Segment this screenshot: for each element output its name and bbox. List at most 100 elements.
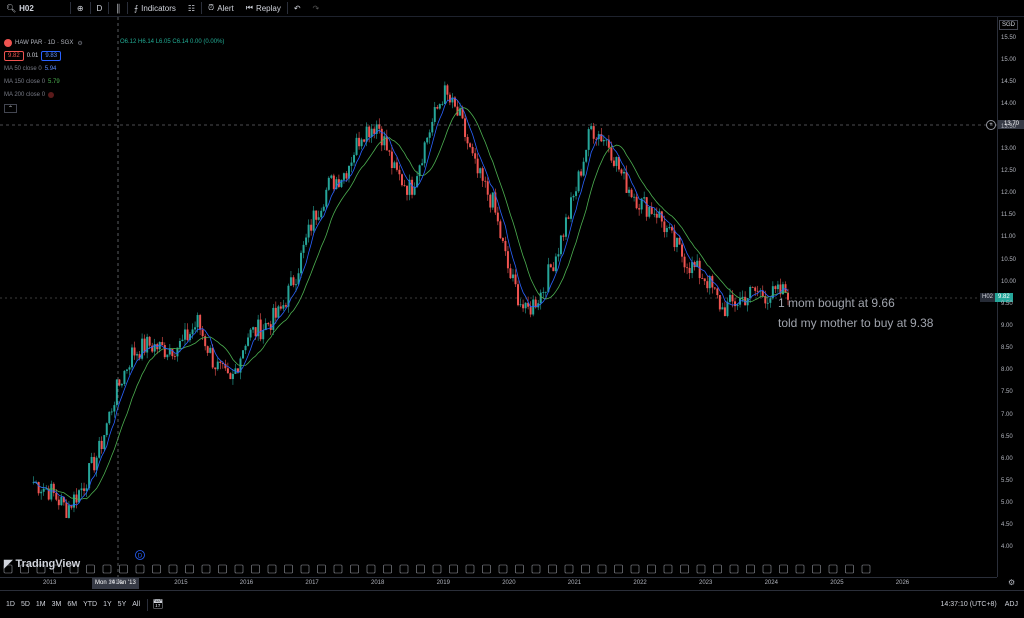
templates-button[interactable]: ☷	[182, 0, 201, 16]
candle-body	[279, 306, 282, 309]
buy-price-badge[interactable]: 9.83	[41, 51, 62, 61]
range-button-all[interactable]: All	[132, 601, 141, 608]
time-tick-label: 2022	[633, 580, 647, 586]
candle-body	[244, 345, 247, 351]
undo-button[interactable]: ↶	[288, 0, 307, 16]
candles-layer	[32, 81, 789, 519]
candle-body	[287, 285, 290, 307]
candle-body	[413, 186, 416, 195]
candle-body	[547, 264, 550, 292]
range-button-1d[interactable]: 1D	[6, 601, 15, 608]
candle-body	[673, 230, 676, 248]
alert-button[interactable]: ⏰︎ Alert	[202, 0, 240, 16]
candle-body	[221, 362, 224, 364]
clock-time[interactable]: 14:37:10 (UTC+8)	[940, 601, 997, 608]
candle-body	[247, 337, 250, 346]
range-button-6m[interactable]: 6M	[67, 601, 78, 608]
bottom-toolbar: 1D 5D 1M 3M 6M YTD 1Y 5Y All 📅︎ 14:37:10 (UTC+8)…	[0, 590, 1024, 618]
candle-body	[257, 319, 260, 337]
chart-type-button[interactable]: ║	[109, 0, 127, 16]
ma200-label[interactable]: MA 200 close 0	[4, 92, 46, 98]
range-button-5d[interactable]: 5D	[20, 601, 30, 608]
price-tick-label: 7.50	[1001, 389, 1013, 396]
ma50-line	[33, 97, 789, 507]
price-tick-label: 5.00	[1001, 500, 1013, 507]
price-chart[interactable]: D	[0, 17, 997, 577]
candle-body	[224, 363, 227, 369]
price-tick-label: 12.00	[1001, 190, 1017, 197]
time-tick-label: 2024	[764, 580, 778, 586]
earnings-marker	[680, 564, 689, 574]
price-tick-label: 8.00	[1001, 367, 1013, 374]
candle-body	[519, 304, 522, 306]
candle-body	[602, 139, 605, 142]
chart-pane[interactable]: D HAW PAR · 1D · SGX ⚙ 9.82 0.01 9.83 MA…	[0, 17, 997, 577]
symbol-search[interactable]: 🔍︎ H02	[0, 0, 40, 16]
earnings-marker	[168, 564, 178, 574]
legend-settings-icon[interactable]: ⚙	[77, 40, 83, 47]
candle-body	[211, 347, 214, 368]
earnings-marker	[218, 564, 227, 574]
candle-body	[383, 136, 386, 146]
earnings-marker	[498, 564, 508, 574]
replay-icon: ⏮︎	[245, 3, 253, 12]
candle-body	[75, 494, 78, 503]
candle-body	[446, 85, 449, 95]
candle-body	[57, 499, 60, 506]
candle-body	[176, 347, 179, 357]
candle-body	[532, 299, 535, 315]
range-button-1m[interactable]: 1M	[35, 601, 46, 608]
candle-body	[686, 267, 689, 269]
candle-body	[158, 342, 161, 350]
sell-price-badge[interactable]: 9.82	[4, 51, 24, 61]
redo-button[interactable]: ↷	[307, 0, 326, 16]
ma200-hidden-icon[interactable]	[48, 92, 55, 98]
range-button-1y[interactable]: 1Y	[103, 601, 112, 608]
range-button-ytd[interactable]: YTD	[83, 601, 98, 608]
range-button-5y[interactable]: 5Y	[117, 601, 127, 608]
date-range-icon[interactable]: 📅︎	[152, 599, 164, 609]
ma150-value: 5.79	[48, 79, 60, 85]
adjust-button[interactable]: ADJ	[1004, 601, 1018, 608]
price-axis[interactable]: SGD 13.70 H02 9.82 + 15.50 15.00 14.50 14.0…	[980, 17, 1024, 577]
annotation-line-1[interactable]: 1 mom bought at 9.66	[778, 296, 895, 310]
candle-body	[305, 237, 308, 245]
candle-body	[317, 217, 320, 220]
candle-body	[151, 345, 154, 352]
ma50-label[interactable]: MA 50 close 0	[4, 66, 42, 72]
price-tick-label: 8.50	[1001, 345, 1013, 352]
ma150-label[interactable]: MA 150 close 0	[4, 79, 46, 85]
earnings-marker	[185, 564, 194, 574]
currency-button[interactable]: SGD	[999, 20, 1019, 30]
time-axis[interactable]: Mon 14 Jan '13 2013 2014 2015 2016 2017 2018 2…	[0, 577, 997, 590]
candle-body	[766, 302, 769, 304]
candle-body	[264, 323, 267, 331]
candle-body	[688, 267, 691, 274]
price-tick-label: 13.00	[1001, 145, 1017, 152]
candle-body	[607, 139, 610, 148]
candle-body	[393, 162, 396, 168]
candle-body	[776, 284, 779, 290]
annotation-line-2[interactable]: told my mother to buy at 9.38	[778, 316, 934, 330]
candle-body	[511, 274, 514, 279]
compare-button[interactable]: ⊕	[71, 0, 90, 16]
candle-body	[400, 174, 403, 186]
collapse-legend-button[interactable]: ⌃	[4, 103, 18, 113]
indicators-button[interactable]: ⨍ Indicators	[128, 0, 182, 16]
earnings-marker	[201, 564, 211, 574]
candle-body	[433, 107, 436, 122]
candle-body	[441, 103, 444, 105]
axis-settings-icon[interactable]: ⚙	[1008, 578, 1016, 587]
candle-body	[118, 379, 121, 386]
interval-button[interactable]: D	[91, 0, 109, 16]
candle-body	[32, 482, 35, 484]
candle-body	[615, 157, 618, 166]
replay-button[interactable]: ⏮︎ Replay	[240, 0, 287, 16]
candle-body	[315, 210, 318, 220]
candle-body	[62, 496, 65, 503]
candle-body	[173, 356, 176, 357]
crosshair-add-button[interactable]: +	[986, 120, 996, 130]
earnings-marker	[630, 564, 640, 574]
range-button-3m[interactable]: 3M	[51, 601, 62, 608]
candle-body	[728, 294, 731, 302]
